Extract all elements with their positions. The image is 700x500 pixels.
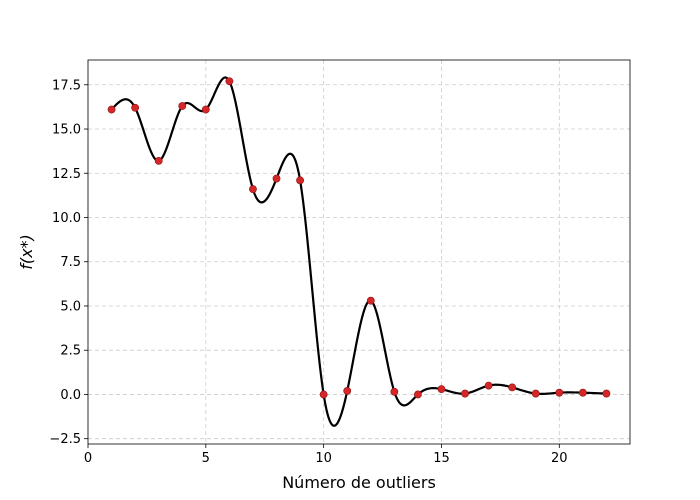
data-point (461, 389, 469, 398)
y-tick-label: 5.0 (60, 299, 81, 314)
y-tick-label: 7.5 (60, 255, 81, 270)
ticks: 0 5 10 15 20 −2.5 0.0 2.5 5.0 7.5 10.0 12.5 15.0 17.5 (49, 78, 567, 466)
y-tick-label: 15.0 (52, 123, 81, 138)
data-point (508, 383, 517, 392)
data-point (555, 388, 564, 397)
data-point (437, 385, 446, 394)
y-tick-label: 2.5 (60, 344, 81, 359)
y-tick-label: 0.0 (60, 388, 81, 403)
spline-curve-layer (110, 76, 607, 427)
data-point (414, 390, 422, 399)
y-axis-label: f(x*) (17, 234, 36, 270)
data-point (390, 387, 399, 396)
x-tick-label: 20 (551, 451, 568, 466)
data-point (201, 105, 210, 114)
data-point (602, 389, 611, 398)
spline-curve (110, 76, 607, 427)
data-point (366, 296, 375, 305)
data-point (249, 185, 257, 194)
grid (87, 60, 630, 444)
data-point (131, 103, 140, 112)
x-axis-label: Número de outliers (282, 473, 436, 492)
x-tick-label: 10 (315, 451, 332, 466)
data-point (343, 387, 352, 395)
y-tick-label: −2.5 (49, 432, 81, 447)
x-tick-label: 0 (84, 451, 92, 466)
data-point (296, 176, 304, 185)
x-tick-label: 5 (202, 451, 210, 466)
data-point (531, 389, 540, 398)
data-point (319, 390, 328, 399)
data-point (154, 156, 163, 165)
y-tick-label: 10.0 (52, 211, 81, 226)
y-tick-label: 17.5 (52, 78, 81, 93)
data-point (225, 77, 234, 86)
data-point (107, 105, 116, 114)
plot-frame (87, 59, 631, 445)
data-point (272, 174, 281, 183)
data-point (578, 388, 587, 397)
data-point (484, 381, 493, 390)
y-tick-label: 12.5 (52, 167, 81, 182)
data-points-layer (107, 77, 611, 399)
data-point (178, 102, 187, 110)
x-tick-label: 15 (433, 451, 450, 466)
